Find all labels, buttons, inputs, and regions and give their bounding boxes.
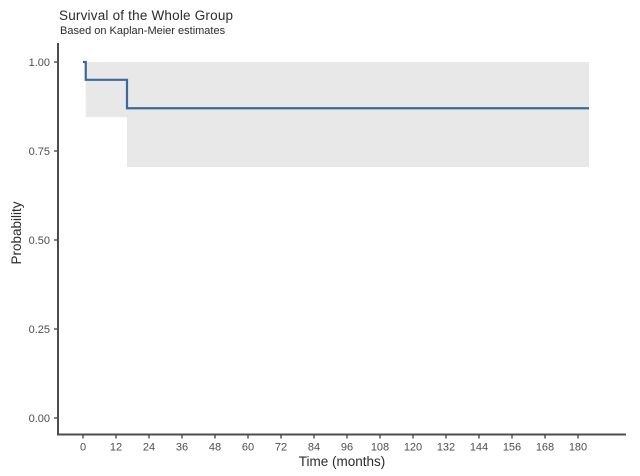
x-tick-label: 72	[275, 442, 287, 454]
x-tick-label: 156	[503, 442, 521, 454]
x-tick-label: 24	[143, 442, 155, 454]
x-tick-label: 48	[209, 442, 221, 454]
x-axis-label: Time (months)	[299, 454, 386, 469]
x-tick-label: 180	[569, 442, 587, 454]
x-tick-label: 0	[80, 442, 86, 454]
km-curve	[83, 60, 589, 110]
plot-subtitle: Based on Kaplan-Meier estimates	[60, 25, 226, 37]
y-tick-label: 0.75	[29, 146, 50, 158]
y-tick-label: 0.00	[29, 413, 50, 425]
x-tick-label: 84	[308, 442, 320, 454]
x-tick-label: 132	[437, 442, 455, 454]
y-tick-label: 1.00	[29, 57, 50, 69]
x-tick-label: 168	[536, 442, 554, 454]
x-tick-label: 96	[341, 442, 353, 454]
x-tick-label: 12	[110, 442, 122, 454]
x-tick-label: 120	[404, 442, 422, 454]
y-tick-label: 0.25	[29, 324, 50, 336]
y-tick-label: 0.50	[29, 235, 50, 247]
x-tick-label: 60	[242, 442, 254, 454]
y-axis-label: Probability	[9, 201, 24, 264]
confidence-band	[85, 62, 589, 168]
x-tick-label: 144	[470, 442, 488, 454]
x-tick-label: 36	[176, 442, 188, 454]
km-step-line	[83, 60, 589, 110]
x-axis: 0 12 24 36 48 60 72 84 96 108 120 132 144 156 168 180	[57, 433, 626, 454]
plot-title: Survival of the Whole Group	[59, 8, 234, 23]
x-tick-label: 108	[371, 442, 389, 454]
ci-band-area	[85, 62, 589, 168]
y-axis: 0.00 0.25 0.50 0.75 1.00	[29, 43, 59, 436]
